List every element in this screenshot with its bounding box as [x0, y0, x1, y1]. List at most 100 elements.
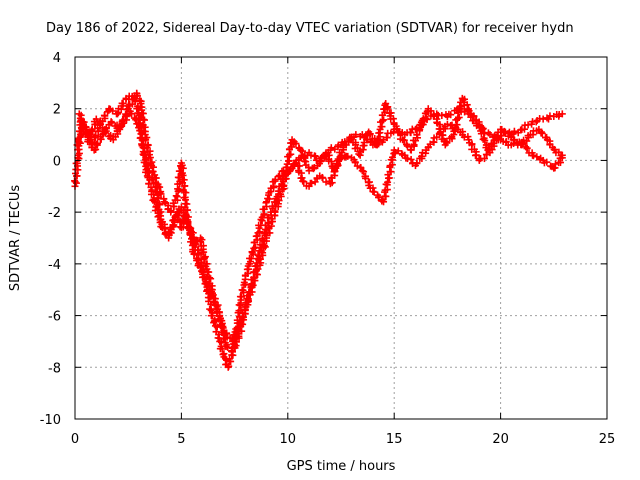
- data-point: [114, 110, 122, 118]
- data-point: [118, 118, 126, 126]
- data-point: [155, 212, 163, 220]
- data-point: [481, 136, 489, 144]
- data-point: [311, 152, 319, 160]
- y-tick-label: -2: [48, 206, 61, 221]
- data-point: [362, 174, 370, 182]
- data-point: [172, 192, 180, 200]
- data-point: [383, 105, 391, 113]
- data-point: [114, 127, 122, 135]
- data-point: [74, 135, 82, 143]
- data-point: [450, 127, 458, 135]
- data-point: [545, 115, 553, 123]
- data-point: [351, 158, 359, 166]
- data-point: [282, 175, 290, 183]
- data-point: [220, 335, 228, 343]
- data-point: [501, 128, 509, 136]
- data-point: [199, 268, 207, 276]
- data-point: [148, 176, 156, 184]
- data-point: [86, 133, 94, 141]
- grid: [75, 57, 607, 419]
- data-point: [261, 243, 269, 251]
- data-point: [183, 218, 191, 226]
- data-point: [133, 92, 141, 100]
- data-point: [308, 179, 316, 187]
- data-point: [102, 129, 110, 137]
- data-point: [181, 212, 189, 220]
- data-point: [198, 261, 206, 269]
- data-point: [224, 343, 232, 351]
- data-point: [348, 134, 356, 142]
- data-point: [132, 116, 140, 124]
- data-point: [375, 140, 383, 148]
- data-point: [200, 248, 208, 256]
- data-point: [209, 312, 217, 320]
- data-point: [139, 137, 147, 145]
- data-point: [206, 305, 214, 313]
- data-point: [366, 131, 374, 139]
- data-point: [484, 146, 492, 154]
- data-point: [523, 145, 531, 153]
- x-tick-label: 10: [280, 432, 297, 447]
- data-point: [108, 119, 116, 127]
- data-point: [352, 131, 360, 139]
- data-point: [232, 330, 240, 338]
- data-point: [375, 193, 383, 201]
- data-point: [407, 155, 415, 163]
- data-point: [94, 139, 102, 147]
- data-point: [388, 153, 396, 161]
- data-point: [139, 148, 147, 156]
- data-point: [333, 160, 341, 168]
- data-point: [392, 125, 400, 133]
- data-point: [92, 131, 100, 139]
- data-point: [173, 193, 181, 201]
- data-point: [124, 102, 132, 110]
- data-point: [455, 113, 463, 121]
- data-point: [287, 150, 295, 158]
- data-point: [344, 152, 352, 160]
- y-tick-labels: 4 2 0 -2 -4 -6 -8 -10: [40, 51, 61, 428]
- data-point: [172, 212, 180, 220]
- data-point: [109, 107, 117, 115]
- data-point: [247, 255, 255, 263]
- data-point: [327, 144, 335, 152]
- data-point: [456, 102, 464, 110]
- data-point: [353, 144, 361, 152]
- data-point: [225, 355, 233, 363]
- data-point: [243, 265, 251, 273]
- data-point: [275, 197, 283, 205]
- y-tick-label: -4: [48, 258, 61, 273]
- data-point: [404, 155, 412, 163]
- x-axis-label: GPS time / hours: [287, 459, 396, 474]
- y-tick-label: 4: [53, 51, 61, 66]
- x-tick-labels: 0 5 10 15 20 25: [71, 432, 615, 447]
- y-tick-label: -6: [48, 310, 61, 325]
- data-point: [360, 168, 368, 176]
- data-point: [513, 138, 521, 146]
- y-tick-label: -8: [48, 361, 61, 376]
- x-tick-label: 15: [386, 432, 403, 447]
- data-point: [225, 362, 233, 370]
- data-point: [282, 163, 290, 171]
- data-point: [88, 125, 96, 133]
- data-point: [419, 121, 427, 129]
- data-point: [250, 274, 258, 282]
- data-point: [179, 164, 187, 172]
- data-point: [119, 100, 127, 108]
- data-point: [478, 123, 486, 131]
- data-point: [92, 146, 100, 154]
- data-point: [181, 182, 189, 190]
- x-tick-label: 20: [492, 432, 509, 447]
- data-point: [359, 142, 367, 150]
- data-point: [145, 169, 153, 177]
- data-point: [185, 223, 193, 231]
- data-point: [387, 168, 395, 176]
- data-point: [558, 110, 566, 118]
- data-point: [453, 121, 461, 129]
- data-point: [472, 151, 480, 159]
- y-axis-label: SDTVAR / TECUs: [8, 185, 23, 292]
- data-point: [238, 327, 246, 335]
- data-point: [138, 109, 146, 117]
- data-point: [284, 157, 292, 165]
- data-point: [212, 305, 220, 313]
